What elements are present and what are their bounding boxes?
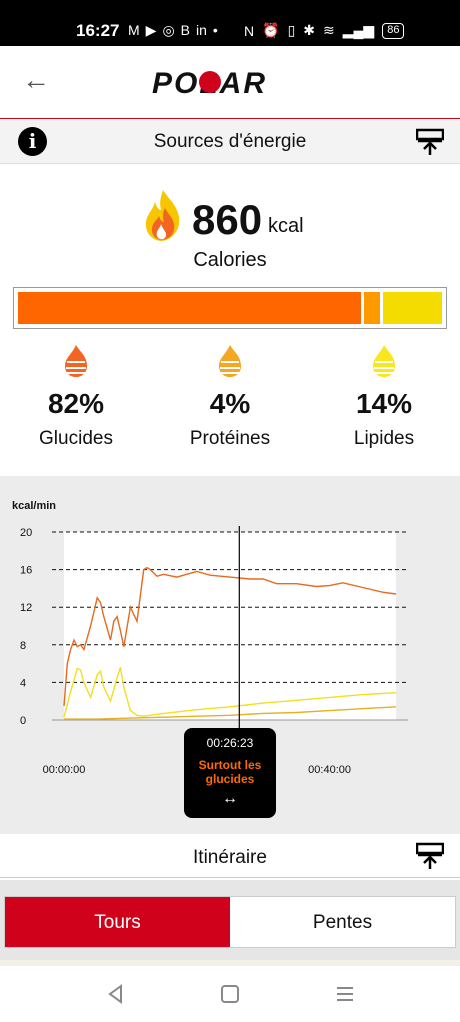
- collapse-export-icon[interactable]: [416, 842, 444, 870]
- youtube-icon: ▶: [145, 22, 157, 38]
- instagram-icon: ◎: [162, 22, 175, 38]
- energy-bar-segment-lipides: [383, 292, 442, 324]
- fat-flame-icon: [373, 345, 395, 377]
- y-tick-label: 4: [20, 677, 26, 689]
- battery-indicator: 86: [382, 22, 405, 39]
- alarm-icon: ⏰: [262, 22, 280, 38]
- home-nav-icon[interactable]: [218, 982, 242, 1006]
- series-line-2: [64, 706, 397, 720]
- series-line-0: [63, 566, 397, 706]
- tab-pentes[interactable]: Pentes: [312, 912, 373, 933]
- y-tick-label: 20: [20, 527, 32, 539]
- calories-label: Calories: [193, 249, 267, 271]
- wifi-icon: ≋: [323, 22, 335, 38]
- nfc-icon: N: [244, 22, 255, 39]
- energy-bar-segment-proteines: [363, 292, 381, 324]
- chart-cursor-tooltip[interactable]: 00:26:23 Surtout les glucides ↔: [184, 728, 276, 818]
- vibrate-icon: ▯: [287, 22, 296, 38]
- bluetooth-icon: ✱: [303, 22, 316, 38]
- status-bar: 16:27 M ▶ ◎ B in • N ⏰ ▯ ✱ ≋ ▂▄▆ 86: [0, 0, 460, 46]
- x-tick-label: 00:40:00: [308, 764, 351, 776]
- x-tick-label: 00:00:00: [43, 764, 86, 776]
- energy-distribution-bar: [13, 287, 447, 329]
- y-tick-label: 16: [20, 565, 32, 577]
- tab-bar: Tours Pentes: [4, 896, 456, 948]
- y-tick-label: 8: [20, 640, 26, 652]
- calories-value: 860: [192, 196, 263, 243]
- dot-icon: •: [212, 22, 218, 38]
- source-name: Protéines: [189, 428, 271, 449]
- route-section-title: Itinéraire: [193, 847, 267, 868]
- y-axis-label: kcal/min: [12, 500, 56, 512]
- app-header: ← POLAR: [0, 46, 460, 119]
- source-lipides: 14% Lipides: [314, 344, 454, 450]
- source-name: Glucides: [39, 428, 113, 449]
- protein-flame-icon: [219, 345, 241, 377]
- status-time: 16:27: [76, 21, 120, 40]
- y-tick-label: 0: [20, 715, 26, 727]
- polar-logo: POLAR: [152, 67, 265, 99]
- carbs-flame-icon: [65, 345, 87, 377]
- drag-arrows-icon[interactable]: ↔: [222, 790, 238, 807]
- recents-nav-icon[interactable]: [333, 982, 357, 1006]
- route-section-header: Itinéraire: [0, 834, 460, 878]
- source-pct: 82%: [47, 388, 105, 419]
- signal-icon: ▂▄▆: [342, 22, 375, 38]
- energy-bar-segment-glucides: [18, 292, 361, 324]
- tabs-container: Tours Pentes: [0, 880, 460, 966]
- collapse-export-icon[interactable]: [416, 128, 444, 156]
- map-preview[interactable]: [0, 960, 460, 968]
- source-proteines: 4% Protéines: [160, 344, 300, 450]
- calories-unit: kcal: [268, 215, 304, 237]
- source-pct: 4%: [209, 388, 251, 419]
- series-line-1: [63, 667, 397, 718]
- b-icon: B: [180, 22, 191, 38]
- status-right-icons: N ⏰ ▯ ✱ ≋ ▂▄▆ 86: [244, 22, 405, 39]
- gmail-icon: M: [128, 22, 140, 38]
- tooltip-time: 00:26:23: [206, 736, 254, 750]
- status-left-icons: M ▶ ◎ B in •: [128, 22, 218, 39]
- tooltip-text: Surtout les glucides: [198, 758, 262, 786]
- y-tick-label: 12: [20, 602, 32, 614]
- energy-section-header: i Sources d'énergie: [0, 120, 460, 164]
- system-nav-bar: [0, 966, 460, 1022]
- info-icon[interactable]: i: [18, 127, 47, 156]
- flame-icon: [145, 190, 180, 241]
- energy-section-title: Sources d'énergie: [153, 131, 307, 152]
- back-nav-icon[interactable]: [104, 982, 128, 1006]
- source-glucides: 82% Glucides: [6, 344, 146, 450]
- tab-tours[interactable]: Tours: [5, 897, 230, 947]
- back-arrow-icon[interactable]: ←: [22, 64, 50, 95]
- linkedin-icon: in: [196, 22, 207, 38]
- source-name: Lipides: [353, 428, 415, 449]
- energy-summary: 860 kcal Calories 82% Glucides 4% Protéi…: [0, 164, 460, 474]
- source-pct: 14%: [355, 388, 413, 419]
